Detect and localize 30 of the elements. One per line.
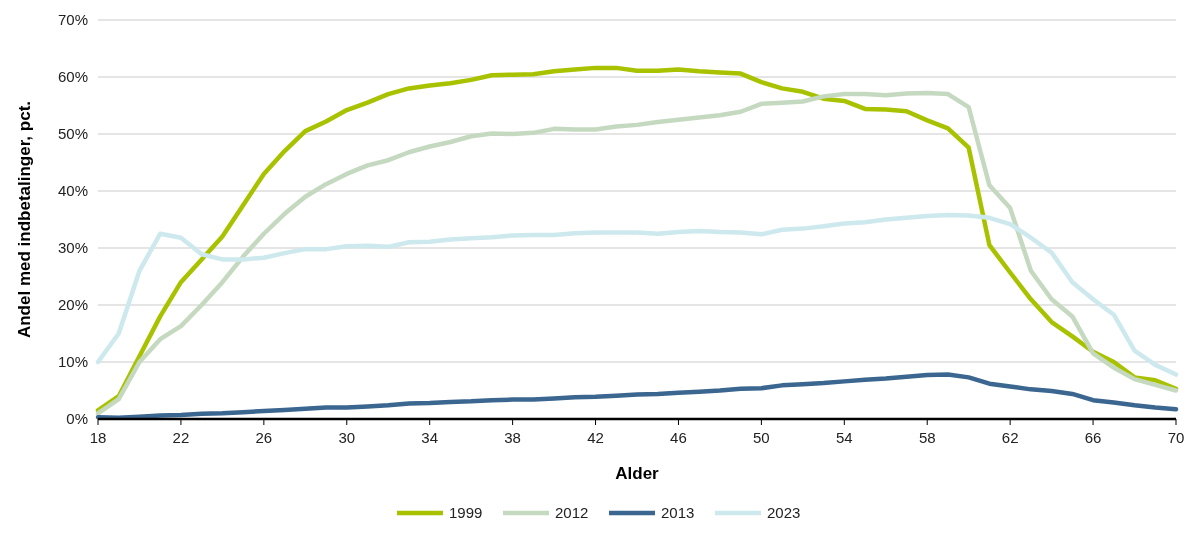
y-tick-label: 0% <box>66 410 88 428</box>
x-tick-label: 66 <box>1084 429 1102 446</box>
legend-label: 2013 <box>661 504 695 522</box>
y-tick-label: 70% <box>57 11 88 29</box>
y-axis-title: Andel med indbetalinger, pct. <box>15 100 34 339</box>
x-axis-title: Alder <box>615 464 660 483</box>
x-tick-label: 54 <box>835 429 853 446</box>
y-tick-label: 60% <box>57 68 88 86</box>
x-tick-label: 46 <box>670 429 687 446</box>
y-tick-label: 20% <box>57 296 88 314</box>
x-tick-label: 58 <box>918 429 936 446</box>
x-tick-label: 50 <box>753 429 770 446</box>
legend-label: 2023 <box>767 504 801 522</box>
line-series <box>95 372 1179 421</box>
x-tick-label: 34 <box>421 429 439 446</box>
x-tick-label: 70 <box>1167 429 1185 446</box>
x-tick-label: 38 <box>504 429 521 446</box>
x-tick-label: 26 <box>255 429 273 446</box>
legend-label: 2012 <box>555 504 589 522</box>
x-tick-label: 30 <box>338 429 356 446</box>
y-tick-label: 30% <box>57 239 88 257</box>
x-tick-label: 42 <box>587 429 604 446</box>
legend-label: 1999 <box>449 504 483 522</box>
y-tick-label: 40% <box>57 182 88 200</box>
x-tick-label: 22 <box>172 429 190 446</box>
line-series <box>95 212 1179 377</box>
x-tick-label: 62 <box>1001 429 1019 446</box>
x-tick-label: 18 <box>89 429 107 446</box>
y-tick-label: 10% <box>57 353 88 371</box>
y-tick-label: 50% <box>57 125 88 143</box>
